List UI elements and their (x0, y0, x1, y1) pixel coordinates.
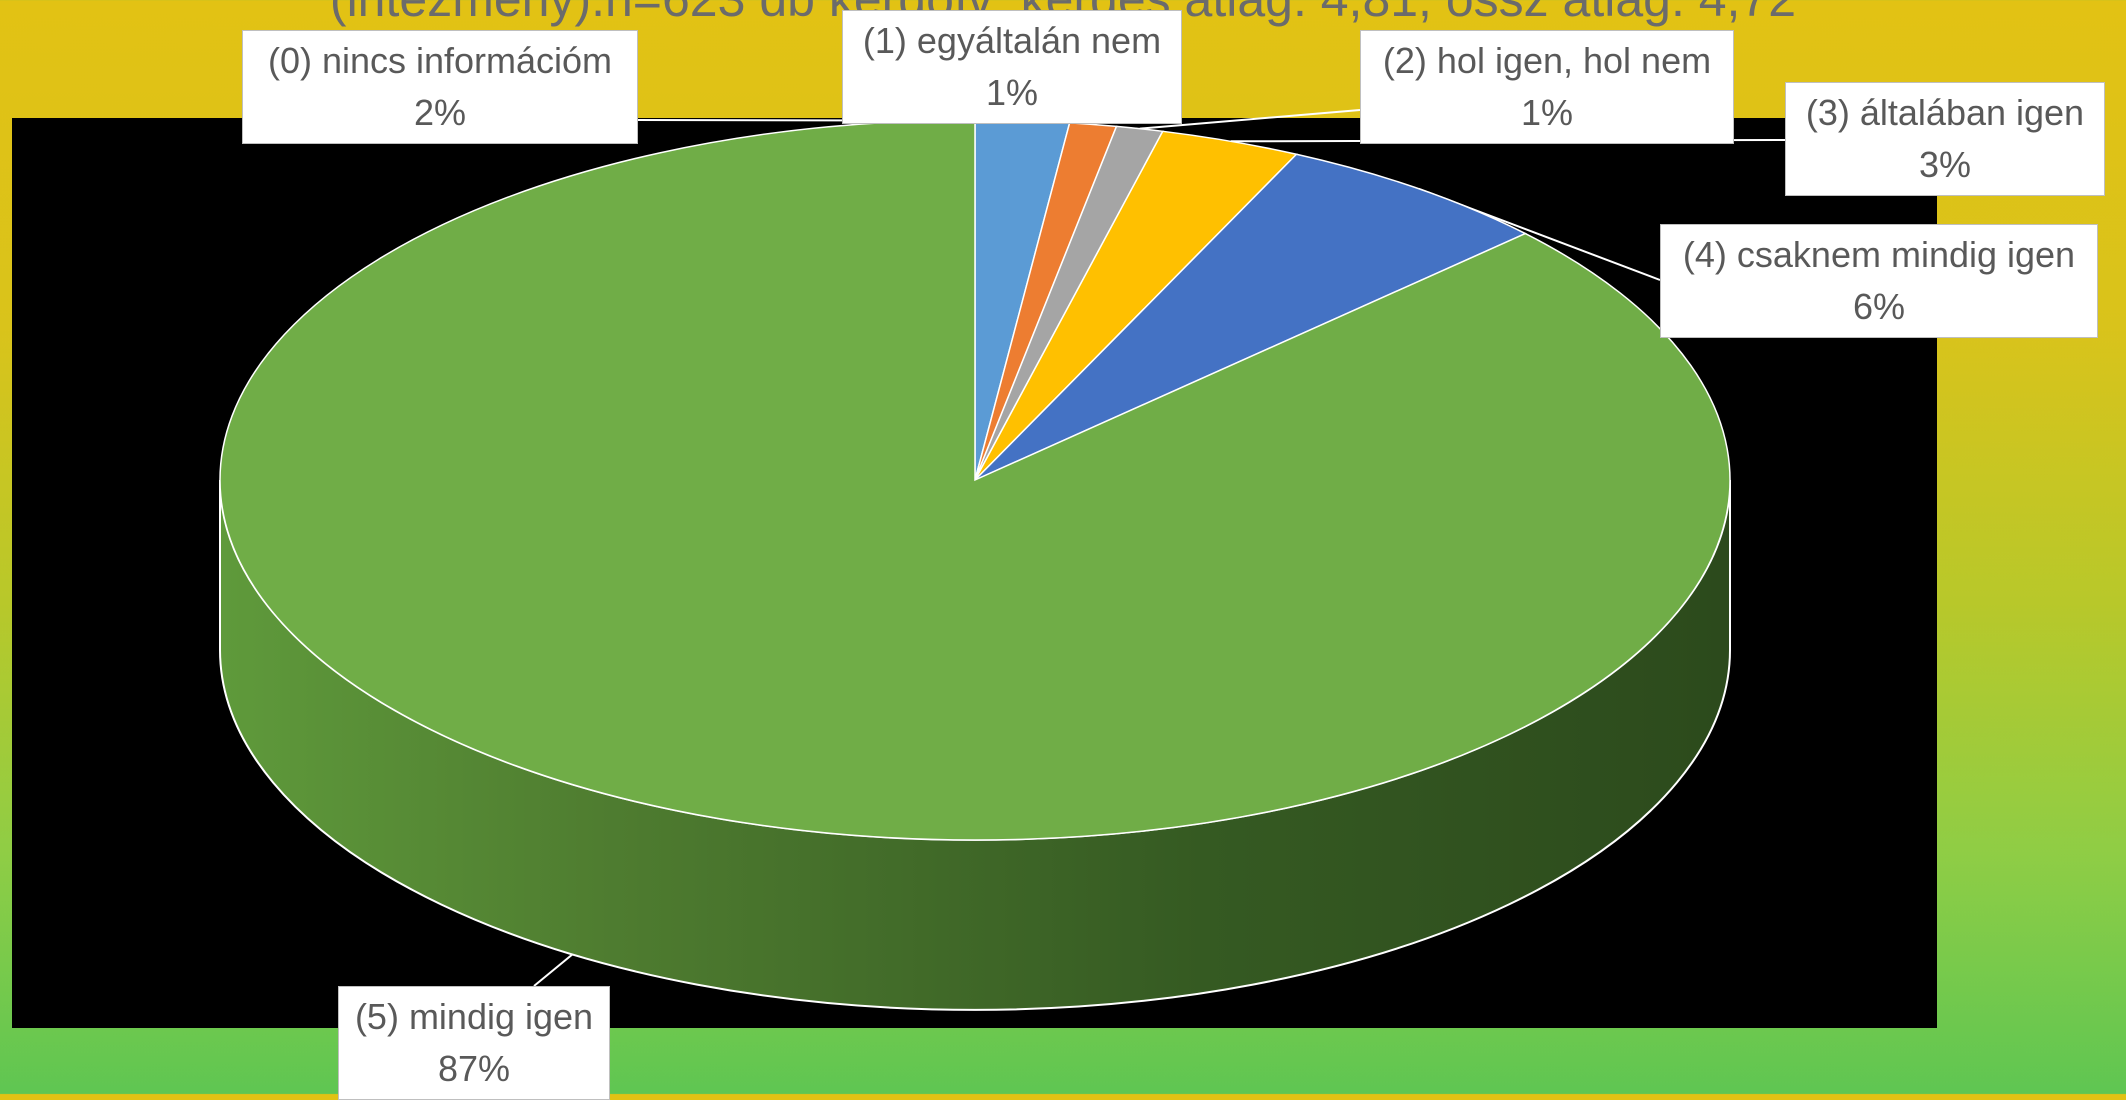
pie-slice-5 (219, 119, 1731, 841)
data-label-value: 87% (437, 1048, 511, 1089)
data-label-value: 6% (1852, 286, 1906, 327)
leader-line-2 (1139, 109, 1361, 130)
pie-slices (219, 119, 1731, 841)
data-label-category: (5) mindig igen (354, 996, 594, 1037)
data-label-value: 1% (985, 72, 1039, 113)
data-label-5: (5) mindig igen 87% (338, 986, 610, 1100)
data-label-category: (0) nincs információm (267, 40, 613, 81)
data-label-4: (4) csaknem mindig igen 6% (1660, 224, 2098, 338)
data-label-category: (3) általában igen (1805, 92, 2085, 133)
data-label-category: (1) egyáltalán nem (862, 20, 1162, 61)
data-label-3: (3) általában igen 3% (1785, 82, 2105, 196)
data-label-category: (4) csaknem mindig igen (1682, 234, 2076, 275)
data-label-value: 2% (413, 92, 467, 133)
pie-slice-4 (974, 153, 1528, 481)
data-label-0: (0) nincs információm 2% (242, 30, 638, 144)
data-label-1: (1) egyáltalán nem 1% (842, 10, 1182, 124)
data-label-2: (2) hol igen, hol nem 1% (1360, 30, 1734, 144)
data-label-category: (2) hol igen, hol nem (1382, 40, 1712, 81)
data-label-value: 3% (1918, 144, 1972, 185)
data-label-value: 1% (1520, 92, 1574, 133)
